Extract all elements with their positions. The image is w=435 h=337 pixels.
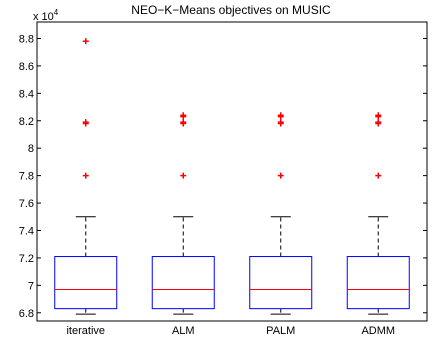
outlier-marker <box>82 38 89 45</box>
y-tick-label: 6.8 <box>19 308 34 320</box>
outlier-marker <box>277 112 284 119</box>
outlier-marker <box>82 172 89 179</box>
axis-scale-base: x 10 <box>33 11 54 23</box>
axis-scale-exponent: 4 <box>54 8 59 17</box>
outlier-marker <box>277 172 284 179</box>
outlier-marker <box>180 119 187 126</box>
outlier-marker <box>375 119 382 126</box>
box-palm <box>249 112 313 315</box>
y-tick-label: 7 <box>28 280 34 292</box>
x-tick-label: ALM <box>172 325 195 337</box>
iqr-box <box>346 256 410 310</box>
iqr-box <box>54 256 118 310</box>
x-tick-label: PALM <box>266 325 295 337</box>
outlier-marker <box>180 172 187 179</box>
y-tick-label: 8.6 <box>19 61 34 73</box>
iqr-box <box>151 256 215 310</box>
outlier-marker <box>180 112 187 119</box>
outlier-marker <box>82 119 89 126</box>
y-tick-label: 7.6 <box>19 198 34 210</box>
outlier-marker <box>277 119 284 126</box>
y-tick-label: 7.2 <box>19 253 34 265</box>
x-tick-label: iterative <box>66 325 105 337</box>
axes-frame <box>36 21 428 322</box>
box-admm <box>346 112 410 315</box>
y-tick-label: 7.8 <box>19 171 34 183</box>
plot-area: 6.8 7 7.2 7.4 7.6 7.8 8 8.2 8.4 8.6 8.8 iterative AL… <box>19 21 428 337</box>
y-tick-label: 8.2 <box>19 116 34 128</box>
axis-scale-label: x 104 <box>33 8 59 23</box>
y-tick-label: 8 <box>28 143 34 155</box>
box-iterative <box>54 38 118 315</box>
chart-title: NEO−K−Means objectives on MUSIC <box>131 3 331 17</box>
outlier-marker <box>375 172 382 179</box>
y-tick-label: 7.4 <box>19 225 34 237</box>
y-tick-label: 8.4 <box>19 88 34 100</box>
y-tick-label: 8.8 <box>19 33 34 45</box>
outlier-marker <box>375 112 382 119</box>
iqr-box <box>249 256 313 310</box>
x-tick-label: ADMM <box>361 325 395 337</box>
box-alm <box>151 112 215 315</box>
